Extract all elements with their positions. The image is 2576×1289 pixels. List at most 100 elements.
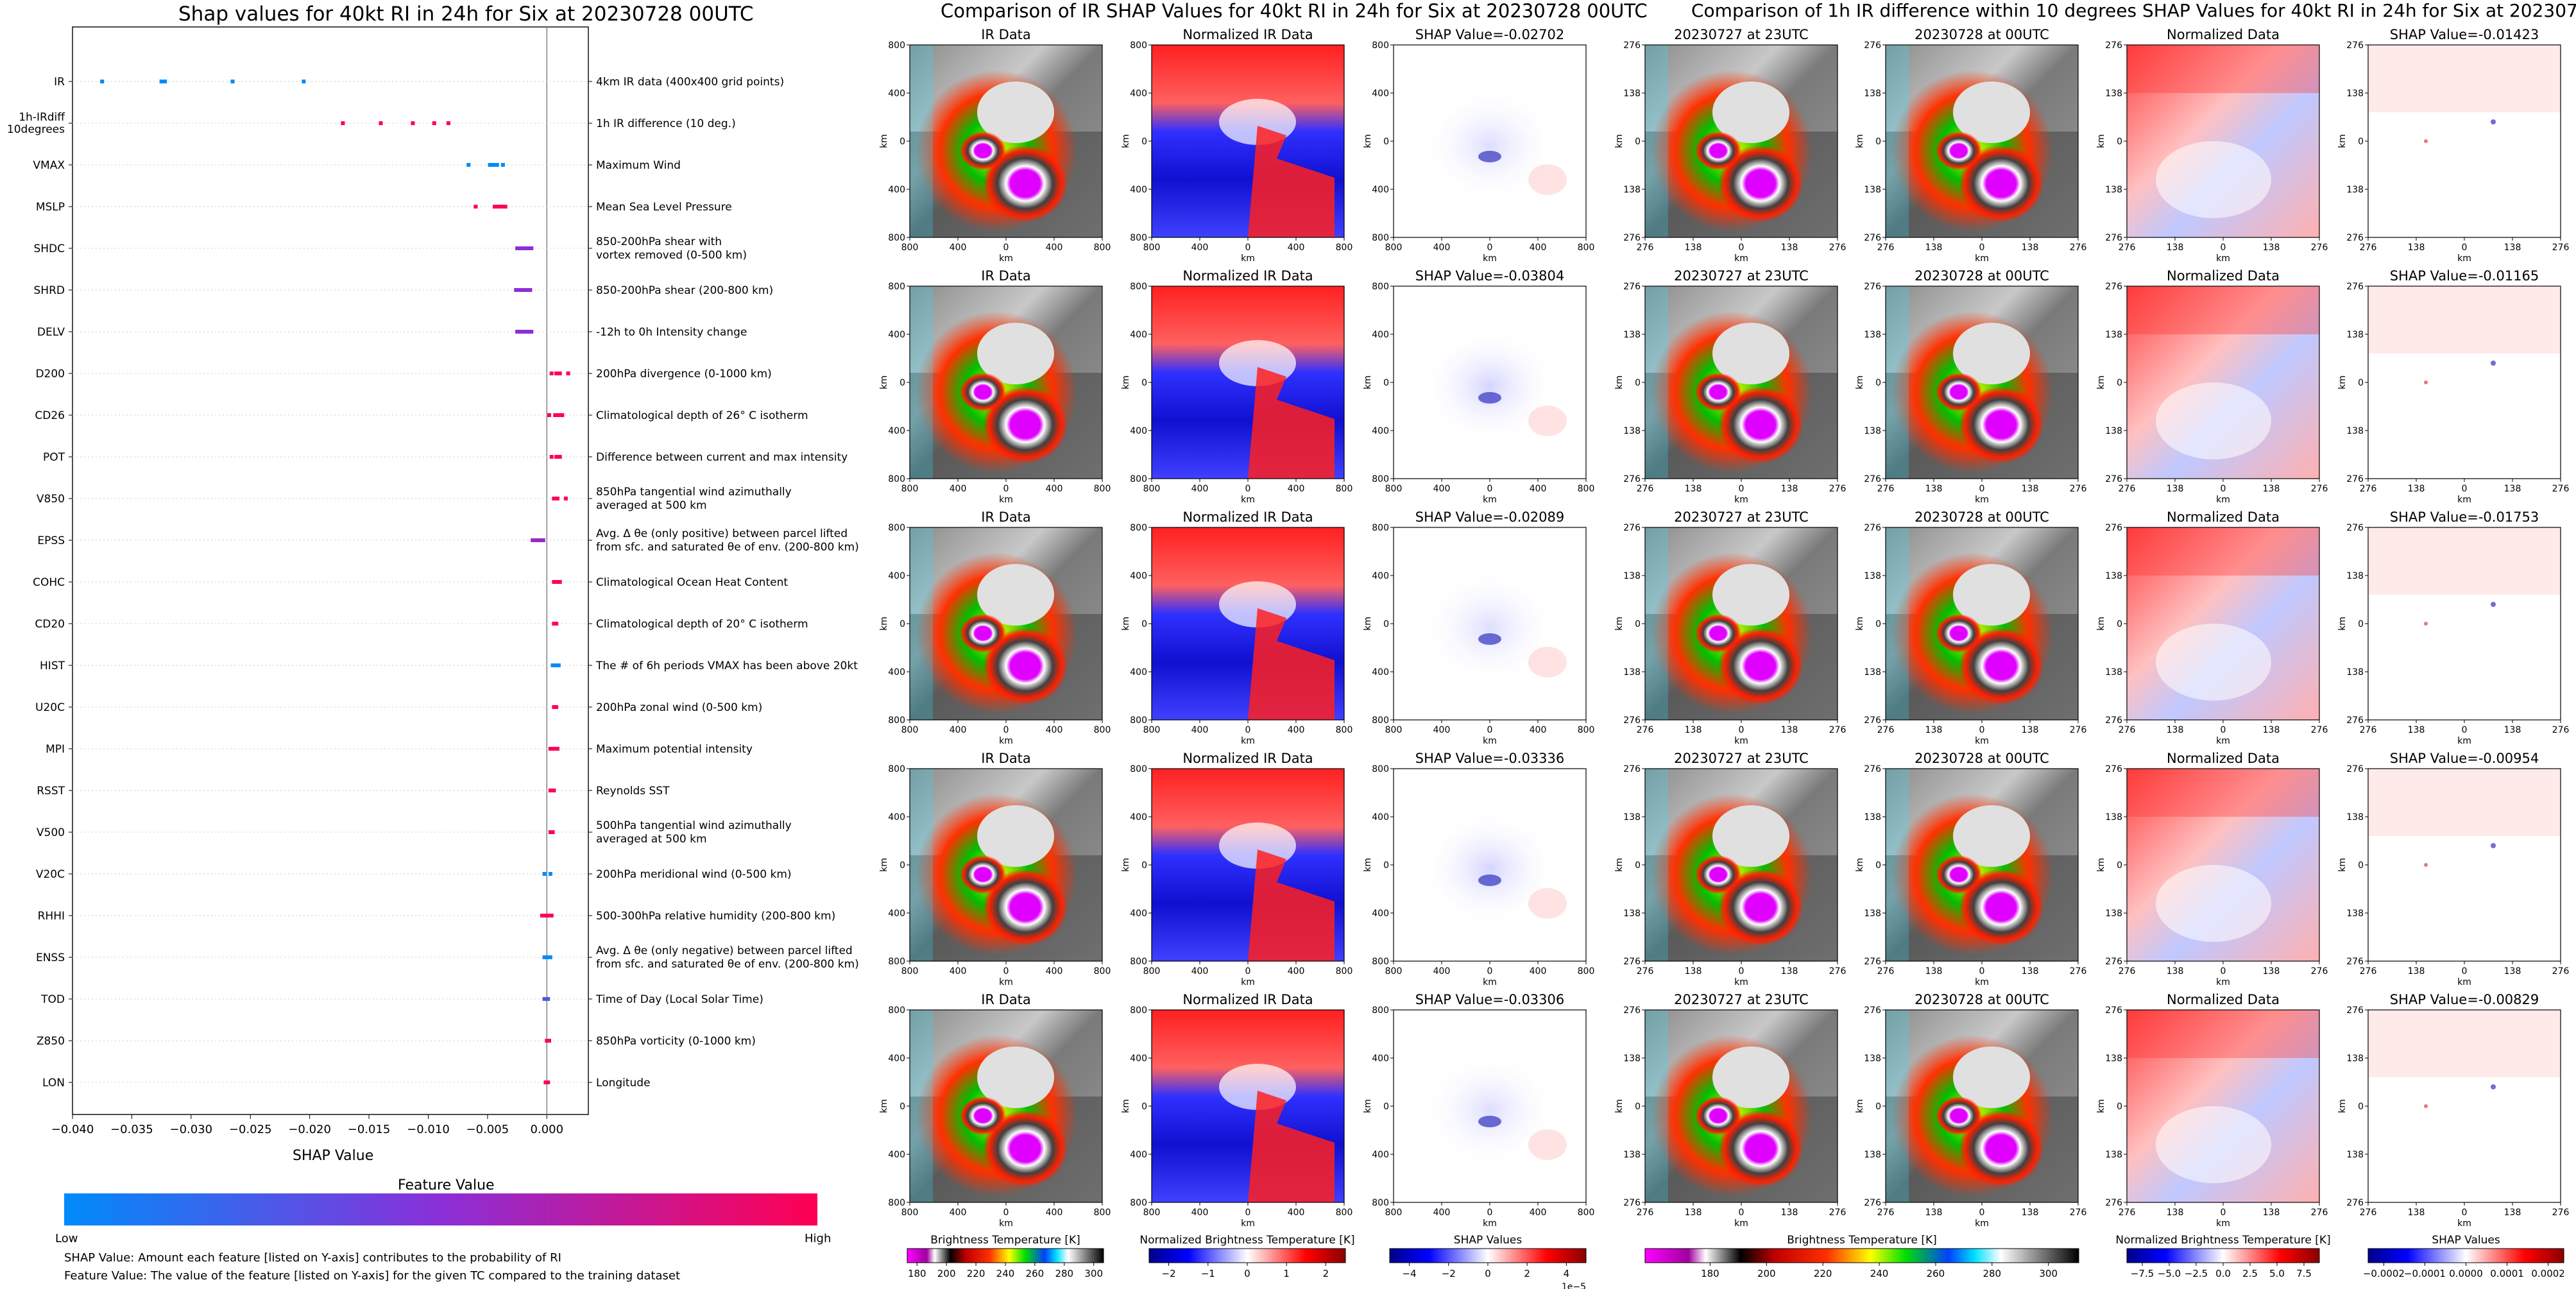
- norm-warm-region: [1248, 1091, 1335, 1202]
- panel-ytick-label: 276: [1864, 282, 1881, 292]
- panel-xtick-label: 276: [2311, 1208, 2328, 1218]
- left-plot-frame: [72, 26, 589, 1115]
- panel-xtick-label: 276: [1877, 1208, 1895, 1218]
- panel-xtick-label: 0: [1739, 484, 1744, 494]
- panel-xtick-label: 276: [1637, 484, 1654, 494]
- panel-ytick-label: 276: [1864, 1198, 1881, 1208]
- shap-point: [548, 955, 552, 959]
- panel-title: 20230728 at 00UTC: [1915, 27, 2049, 42]
- x-tick-label: −0.030: [170, 1123, 213, 1136]
- panel-xtick-label: 276: [2552, 725, 2570, 735]
- panel-xtick-label: 138: [2504, 243, 2521, 253]
- x-tick-label: −0.005: [466, 1123, 509, 1136]
- ir-storm-core-2: [960, 1097, 1006, 1135]
- panel-xtick-label: 800: [1385, 1208, 1403, 1218]
- colorbar-tick-label: 260: [1026, 1268, 1045, 1279]
- colorbar-tick-label: −1: [1201, 1268, 1215, 1279]
- panel-ytick-label: 800: [888, 1005, 905, 1016]
- panel-xtick-label: 800: [1143, 1208, 1161, 1218]
- shap-blob: [1422, 1052, 1557, 1168]
- panel-ytick-label: 400: [888, 812, 905, 823]
- panel-ytick-label: 276: [1864, 1005, 1881, 1016]
- panel-ytick-label: 0: [900, 860, 905, 871]
- ir-edge: [910, 45, 933, 237]
- panel-ytick-label: 276: [1623, 1005, 1641, 1016]
- colorbar-tick-label: −2: [1162, 1268, 1176, 1279]
- panel-xtick-label: 138: [2022, 966, 2039, 977]
- panel-ytick-label: 800: [1372, 233, 1389, 243]
- panel-ytick-label: 138: [1623, 89, 1641, 99]
- feature-description: averaged at 500 km: [596, 499, 707, 512]
- panel-xtick-label: 138: [2504, 725, 2521, 735]
- shap-point: [553, 413, 558, 417]
- panel-xtick-label: 0: [1245, 725, 1251, 735]
- panel-ytick-label: 0: [1383, 619, 1389, 629]
- ir-storm-core: [1718, 869, 1803, 946]
- panel-ytick-label: 276: [2346, 233, 2364, 243]
- panel-ytick-label: 800: [1130, 474, 1147, 484]
- panel-xtick-label: 800: [901, 1208, 919, 1218]
- shap-point: [555, 747, 559, 751]
- shap-point: [546, 997, 550, 1001]
- panel-xtick-label: 0: [1003, 484, 1009, 494]
- shap-point: [554, 455, 559, 459]
- panel-xtick-label: 138: [2263, 484, 2280, 494]
- shap-point: [521, 288, 525, 292]
- feature-description: The # of 6h periods VMAX has been above …: [595, 660, 858, 672]
- panel-ytick-label: 276: [2346, 474, 2364, 484]
- ir-edge: [1886, 527, 1909, 720]
- ir-edge: [1886, 769, 1909, 961]
- panel-xtick-label: 138: [1925, 725, 1943, 735]
- shap-point: [163, 80, 167, 83]
- panel-xtick-label: 800: [1094, 966, 1111, 977]
- panel-ytick-label: 138: [1864, 667, 1881, 678]
- shap-point: [555, 497, 559, 500]
- panel-xtick-label: 276: [2552, 243, 2570, 253]
- shap-point: [522, 330, 527, 334]
- panel-xtick-label: 276: [2070, 243, 2087, 253]
- panel-title: 20230727 at 23UTC: [1674, 268, 1809, 284]
- panel-xtick-label: 276: [2360, 243, 2377, 253]
- shap-point: [563, 497, 568, 500]
- ir-storm-core: [1718, 627, 1803, 704]
- panel-xtick-label: 800: [901, 725, 919, 735]
- colorbar: [1644, 1248, 2079, 1263]
- panel-xtick-label: 400: [950, 966, 967, 977]
- panel-ytick-label: 138: [2105, 426, 2122, 436]
- panel-xtick-label: 400: [1046, 966, 1063, 977]
- panel-ytick-label: 400: [888, 1054, 905, 1064]
- panel-ytick-label: 400: [1130, 426, 1147, 436]
- panel-ytick-label: 400: [1130, 667, 1147, 678]
- panel-ytick-label: 400: [1372, 185, 1389, 195]
- shap-point: [556, 413, 561, 417]
- panel-xtick-label: 138: [1925, 1208, 1943, 1218]
- panel-xtick-label: 138: [2167, 725, 2184, 735]
- panel-ylabel: km: [2096, 1099, 2106, 1113]
- panel-xtick-label: 400: [1530, 243, 1547, 253]
- panel-xlabel: km: [1483, 736, 1497, 746]
- feature-label: POT: [43, 451, 65, 464]
- ir-storm-core-2: [1936, 1097, 1982, 1135]
- panel-title: SHAP Value=-0.03336: [1415, 751, 1565, 766]
- panel-ytick-label: 400: [888, 571, 905, 581]
- panel-ytick-label: 276: [1623, 1198, 1641, 1208]
- panel-xtick-label: 800: [1578, 243, 1595, 253]
- panel-ylabel: km: [2337, 858, 2348, 872]
- shap-blob: [1422, 329, 1557, 444]
- panel-ytick-label: 400: [1130, 1150, 1147, 1160]
- shap-point: [491, 163, 496, 167]
- panel-xtick-label: 0: [2221, 484, 2226, 494]
- feature-description: Climatological Ocean Heat Content: [596, 576, 788, 589]
- panel-ytick-label: 400: [1130, 89, 1147, 99]
- shap-point: [546, 955, 550, 959]
- panel-ytick-label: 0: [1383, 1102, 1389, 1112]
- x-tick-label: 0.000: [531, 1123, 564, 1136]
- panel-xtick-label: 276: [1877, 725, 1895, 735]
- ir-storm-core-2: [960, 373, 1006, 411]
- panel-ytick-label: 138: [1864, 89, 1881, 99]
- panel-title: SHAP Value=-0.01753: [2390, 509, 2539, 525]
- panel-xtick-label: 276: [2552, 484, 2570, 494]
- panel-ytick-label: 0: [2117, 1102, 2122, 1112]
